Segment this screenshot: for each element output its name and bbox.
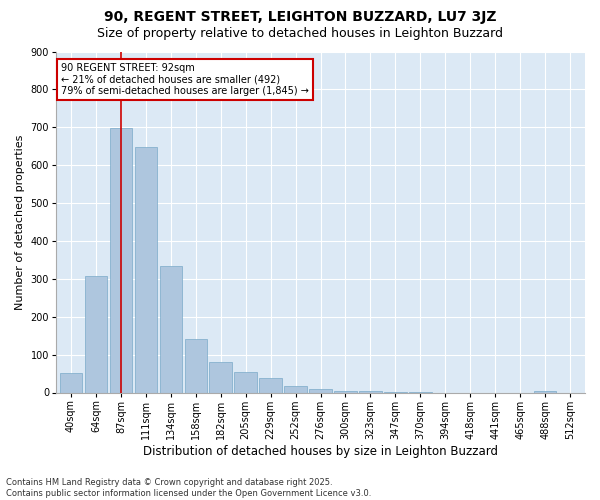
Text: Size of property relative to detached houses in Leighton Buzzard: Size of property relative to detached ho… [97,28,503,40]
Bar [334,390,356,392]
Bar [134,147,157,392]
Bar [309,390,332,392]
Bar [209,362,232,392]
Text: 90 REGENT STREET: 92sqm
← 21% of detached houses are smaller (492)
79% of semi-d: 90 REGENT STREET: 92sqm ← 21% of detache… [61,63,309,96]
Y-axis label: Number of detached properties: Number of detached properties [15,134,25,310]
Bar [534,390,556,392]
Bar [235,372,257,392]
Bar [160,266,182,392]
Bar [110,128,132,392]
Text: 90, REGENT STREET, LEIGHTON BUZZARD, LU7 3JZ: 90, REGENT STREET, LEIGHTON BUZZARD, LU7… [104,10,496,24]
Text: Contains HM Land Registry data © Crown copyright and database right 2025.
Contai: Contains HM Land Registry data © Crown c… [6,478,371,498]
Bar [85,276,107,392]
Bar [284,386,307,392]
Bar [185,338,207,392]
Bar [259,378,282,392]
X-axis label: Distribution of detached houses by size in Leighton Buzzard: Distribution of detached houses by size … [143,444,498,458]
Bar [60,373,82,392]
